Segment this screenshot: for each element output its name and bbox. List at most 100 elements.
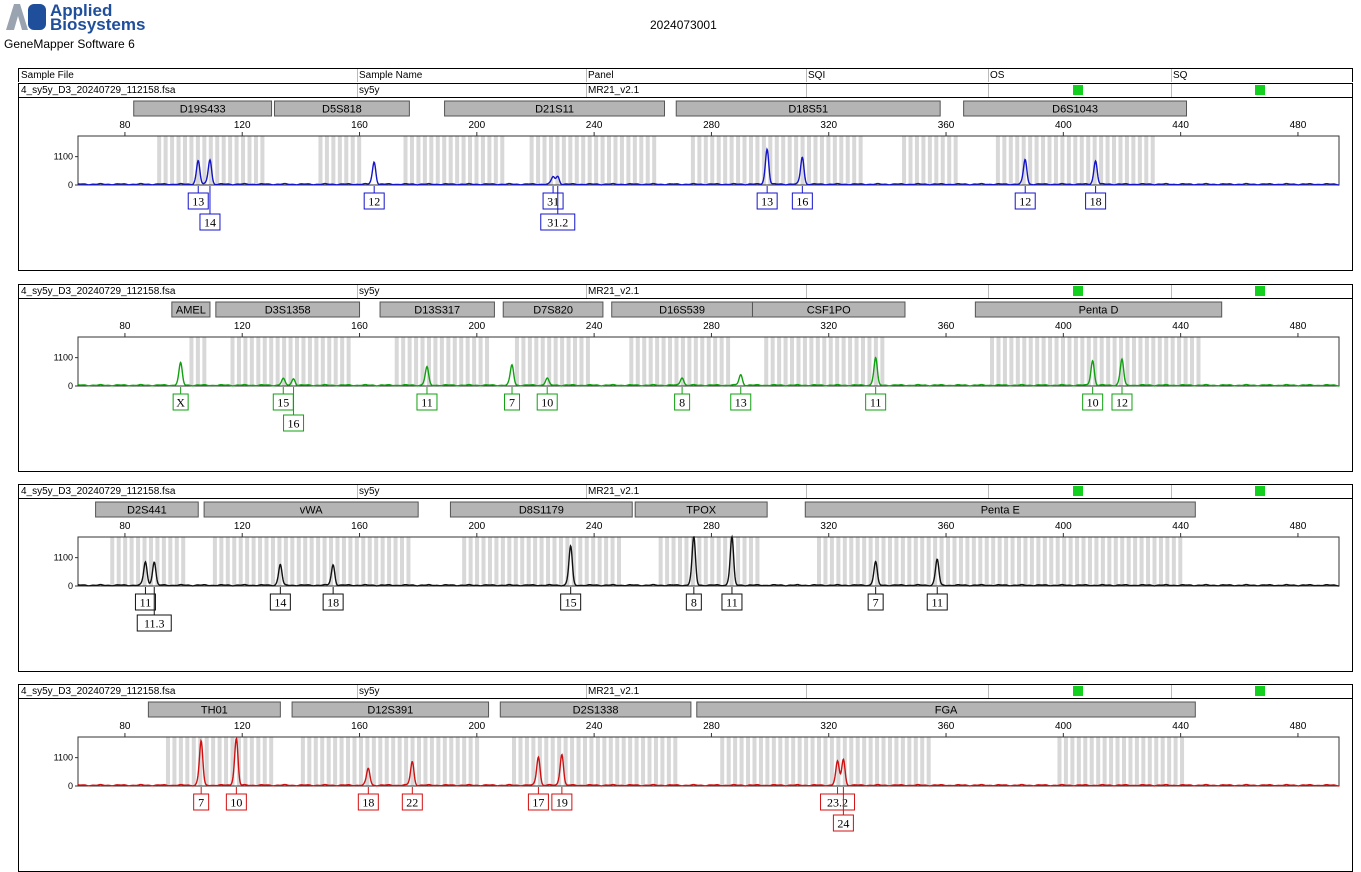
allele-call[interactable]: 11 [416, 387, 438, 411]
allele-call[interactable]: 19 [551, 787, 573, 811]
allele-bin [247, 136, 252, 185]
allele-call[interactable]: 8 [685, 587, 702, 611]
allele-bin [249, 337, 254, 386]
allele-bin [1015, 136, 1020, 185]
allele-call[interactable]: 11 [134, 587, 156, 611]
allele-bin [468, 737, 473, 786]
allele-call[interactable]: 17 [527, 787, 549, 811]
allele-bin [1128, 737, 1133, 786]
allele-call[interactable]: 14 [199, 186, 221, 231]
allele-call[interactable]: 16 [791, 186, 813, 210]
locus-marker-label: AMEL [176, 305, 206, 317]
allele-bin [845, 136, 850, 185]
allele-bin [455, 136, 460, 185]
x-tick-label: 360 [938, 321, 955, 332]
allele-call[interactable]: 10 [1082, 387, 1104, 411]
allele-call[interactable]: 7 [193, 787, 210, 811]
allele-call[interactable]: 31 [542, 186, 564, 210]
allele-bin [829, 537, 834, 586]
allele-call[interactable]: 23.2 [820, 787, 856, 811]
allele-bin [1068, 537, 1073, 586]
allele-call[interactable]: 15 [560, 587, 582, 611]
allele-bin [703, 136, 708, 185]
allele-call[interactable]: 13 [730, 387, 752, 411]
allele-bin [500, 136, 505, 185]
allele-bin [610, 537, 615, 586]
allele-bin [358, 737, 363, 786]
allele-bin [628, 737, 633, 786]
locus-marker [696, 701, 1196, 718]
allele-bin [243, 737, 248, 786]
allele-bin [295, 337, 300, 386]
allele-bin [560, 337, 565, 386]
plot-frame [77, 536, 1340, 587]
allele-bin [660, 737, 665, 786]
allele-call[interactable]: 31.2 [540, 186, 576, 231]
allele-call[interactable]: 24 [832, 787, 854, 832]
allele-bin [264, 537, 269, 586]
allele-call[interactable]: 10 [225, 787, 247, 811]
allele-bin [198, 737, 203, 786]
allele-call[interactable]: 18 [357, 787, 379, 811]
allele-bin [854, 337, 859, 386]
allele-bin [939, 537, 944, 586]
allele-call[interactable]: 22 [401, 787, 423, 811]
allele-call[interactable]: 13 [756, 186, 778, 210]
allele-bin [742, 136, 747, 185]
allele-call-box [820, 793, 856, 811]
allele-bin [462, 537, 467, 586]
allele-bin [526, 537, 531, 586]
allele-call-label: 14 [204, 216, 216, 230]
allele-call[interactable]: 11 [721, 587, 743, 611]
locus-marker [215, 301, 361, 318]
allele-bin [182, 136, 187, 185]
allele-call[interactable]: 11 [926, 587, 948, 611]
allele-bin [868, 537, 873, 586]
allele-call[interactable]: 7 [867, 587, 884, 611]
allele-call[interactable]: 15 [272, 387, 294, 411]
allele-call-box [865, 393, 887, 411]
locus-marker-label: D19S433 [180, 104, 226, 116]
allele-call-label: 7 [198, 796, 204, 810]
allele-call[interactable]: 11 [865, 387, 887, 411]
allele-bin [436, 737, 441, 786]
x-tick-label: 80 [119, 521, 131, 532]
x-tick-label: 320 [820, 321, 837, 332]
allele-call[interactable]: 7 [504, 387, 521, 411]
allele-call[interactable]: 14 [269, 587, 291, 611]
allele-bin [1079, 136, 1084, 185]
allele-call-box [674, 393, 691, 411]
allele-bin [668, 337, 673, 386]
allele-bin [1120, 537, 1125, 586]
allele-bin [320, 737, 325, 786]
allele-bin [1173, 737, 1178, 786]
sample-name-cell: sy5y [359, 486, 380, 497]
allele-bin [748, 136, 753, 185]
allele-bin [817, 537, 822, 586]
allele-call-box [540, 213, 576, 231]
allele-bin [283, 537, 288, 586]
x-tick-label: 320 [820, 521, 837, 532]
allele-bin [703, 537, 708, 586]
allele-bin [429, 737, 434, 786]
allele-call[interactable]: 8 [674, 387, 691, 411]
allele-call[interactable]: 12 [1111, 387, 1133, 411]
allele-call[interactable]: 18 [1085, 186, 1107, 210]
allele-bin [673, 737, 678, 786]
allele-call[interactable]: X [172, 387, 189, 411]
allele-call[interactable]: 12 [1014, 186, 1036, 210]
column-header-sample-name: Sample Name [359, 70, 423, 81]
allele-call[interactable]: 11.3 [136, 587, 172, 632]
x-tick-label: 160 [351, 321, 368, 332]
x-tick-label: 480 [1290, 721, 1307, 732]
allele-call[interactable]: 10 [536, 387, 558, 411]
allele-call[interactable]: 16 [283, 387, 305, 432]
allele-call[interactable]: 18 [322, 587, 344, 611]
allele-call[interactable]: 12 [363, 186, 385, 210]
allele-bin [288, 337, 293, 386]
allele-bin [478, 337, 483, 386]
allele-bin [900, 737, 905, 786]
allele-bin [697, 537, 702, 586]
allele-bin [474, 136, 479, 185]
allele-call[interactable]: 13 [187, 186, 209, 210]
